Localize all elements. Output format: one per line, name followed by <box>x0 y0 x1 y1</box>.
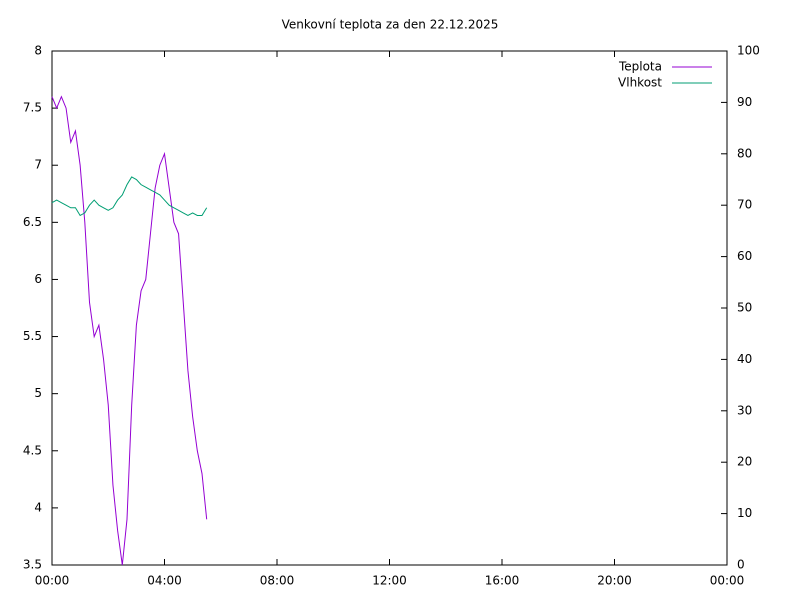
y2-tick-label: 40 <box>737 352 752 366</box>
y-tick-label: 5 <box>34 386 42 400</box>
y2-tick-label: 100 <box>737 44 760 58</box>
y2-tick-label: 30 <box>737 403 752 417</box>
y2-tick-label: 20 <box>737 455 752 469</box>
y-tick-label: 6.5 <box>23 215 42 229</box>
chart-title: Venkovní teplota za den 22.12.2025 <box>282 18 499 32</box>
data-line <box>51 95 208 566</box>
y-tick-label: 5.5 <box>23 329 42 343</box>
x-tick-label: 00:00 <box>35 574 70 588</box>
y2-tick-label: 10 <box>737 506 752 520</box>
y-tick-label: 6 <box>34 272 42 286</box>
y2-tick-label: 50 <box>737 301 752 315</box>
y2-tick-label: 90 <box>737 95 752 109</box>
x-tick-label: 00:00 <box>710 574 745 588</box>
x-tick-label: 08:00 <box>260 574 295 588</box>
y-tick-label: 4 <box>34 500 42 514</box>
x-tick-label: 20:00 <box>597 574 632 588</box>
x-tick-label: 12:00 <box>372 574 407 588</box>
y2-tick-label: 0 <box>737 558 745 572</box>
y-tick-label: 7.5 <box>23 101 42 115</box>
x-tick-label: 04:00 <box>147 574 182 588</box>
y-tick-label: 7 <box>34 158 42 172</box>
x-tick-label: 16:00 <box>485 574 520 588</box>
data-line <box>51 176 208 217</box>
legend-label: Teplota <box>618 60 662 74</box>
legend-label: Vlhkost <box>618 76 662 90</box>
y2-tick-label: 60 <box>737 249 752 263</box>
y2-tick-label: 80 <box>737 146 752 160</box>
y2-tick-label: 70 <box>737 198 752 212</box>
y-tick-label: 4.5 <box>23 443 42 457</box>
y-tick-label: 3.5 <box>23 558 42 572</box>
y-tick-label: 8 <box>34 44 42 58</box>
